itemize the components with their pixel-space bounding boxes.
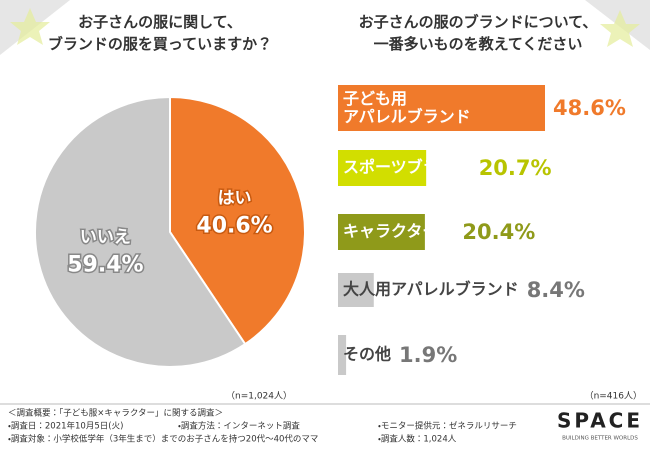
slice-value-label: 40.6%: [196, 213, 272, 238]
footer-item: ・モニター提供元：ゼネラルリサーチ: [378, 421, 517, 432]
star-decoration: [600, 10, 640, 47]
slice-value-label: 59.4%: [67, 253, 143, 278]
footer-item: ・調査対象：小学校低学年（3年生まで）までのお子さんを持つ20代〜40代のママ: [8, 434, 318, 445]
bar-category-label: 子ども用アパレルブランド: [343, 89, 471, 126]
sample-size: （n=416人）: [585, 391, 642, 402]
bar: [338, 214, 425, 250]
footer-item: ・調査方法：インターネット調査: [178, 421, 300, 432]
logo: SPACE: [557, 409, 643, 433]
star-decoration: [10, 8, 50, 45]
logo-tagline: BUILDING BETTER WORLDS: [562, 436, 638, 442]
footer-item: ・調査日：2021年10月5日(火): [8, 421, 123, 432]
bar-category-label: 大人用アパレルブランド: [343, 280, 519, 299]
bar-category-label: キャラクター物: [343, 222, 454, 241]
bar-value-label: 8.4%: [527, 278, 585, 302]
slice-label: はい: [218, 188, 252, 208]
bar-value-label: 1.9%: [399, 343, 457, 367]
pie-title: お子さんの服に関して、ブランドの服を買っていますか？: [48, 13, 272, 53]
bar: [338, 85, 545, 131]
bar-value-label: 20.4%: [462, 220, 535, 244]
bar-title: お子さんの服のブランドについて、一番多いものを教えてください: [359, 13, 598, 53]
bar-category-label: スポーツブランド: [343, 158, 471, 177]
pie-slice: [169, 95, 306, 346]
bar: [338, 150, 427, 186]
sample-size: （n=1,024人）: [226, 391, 292, 402]
bar-category-label: その他: [343, 345, 391, 364]
bar-value-label: 20.7%: [479, 156, 552, 180]
slice-label: いいえ: [80, 228, 131, 248]
footer-heading: ＜調査概要：「子ども服×キャラクター」に関する調査＞: [8, 408, 223, 419]
pie-slice: [34, 95, 247, 368]
bar: [338, 335, 347, 375]
bar-value-label: 48.6%: [553, 96, 626, 120]
bar: [338, 273, 374, 307]
footer-item: ・調査人数：1,024人: [378, 434, 457, 445]
